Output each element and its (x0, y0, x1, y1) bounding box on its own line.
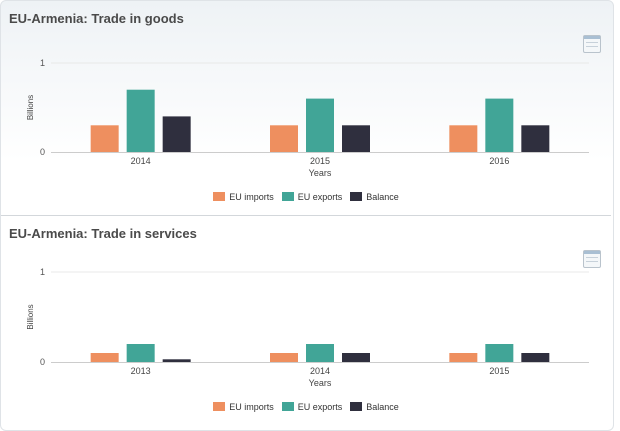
x-tick-label: 2016 (489, 156, 509, 166)
y-axis-title: Billions (26, 95, 35, 120)
legend-swatch (213, 192, 226, 201)
legend-label: EU exports (297, 402, 343, 412)
table-icon[interactable] (583, 35, 601, 53)
x-tick-label: 2014 (131, 156, 151, 166)
table-icon[interactable] (583, 250, 601, 268)
bar-eu-exports (126, 344, 155, 362)
x-tick-label: 2014 (310, 366, 330, 376)
legend-swatch (350, 402, 363, 411)
bar-eu-exports (306, 344, 334, 362)
x-tick-label: 2015 (310, 156, 330, 166)
legend-item[interactable]: EU imports (213, 192, 274, 202)
bar-balance (342, 125, 370, 152)
bar-eu-imports (270, 353, 298, 362)
bar-eu-exports (485, 344, 514, 362)
legend-swatch (281, 192, 294, 201)
legend-label: EU imports (229, 192, 274, 202)
y-axis-title: Billions (26, 304, 35, 329)
services-chart: 0 1 Billions 2013 2014 2015 Years (26, 267, 589, 388)
legend-item[interactable]: EU exports (281, 192, 343, 202)
legend-label: EU imports (229, 402, 274, 412)
x-axis-title: Years (309, 168, 332, 178)
trade-in-goods-section: EU-Armenia: Trade in goods 0 1 Billions 201… (1, 1, 611, 215)
trade-in-services-section: EU-Armenia: Trade in services 0 1 Billions… (1, 215, 611, 430)
legend-swatch (350, 192, 363, 201)
chart-legend: EU imports EU exports Balance (1, 192, 611, 202)
chart-title: EU-Armenia: Trade in goods (9, 11, 184, 26)
legend-label: Balance (366, 192, 399, 202)
y-tick-label: 1 (40, 267, 45, 277)
y-tick-label: 1 (40, 58, 45, 68)
legend-item[interactable]: EU imports (213, 402, 274, 412)
legend-item[interactable]: EU exports (281, 402, 343, 412)
bar-eu-imports (90, 125, 119, 152)
legend-item[interactable]: Balance (350, 192, 399, 202)
legend-swatch (213, 402, 226, 411)
chart-title: EU-Armenia: Trade in services (9, 226, 197, 241)
y-tick-label: 0 (40, 147, 45, 157)
bar-eu-exports (306, 98, 334, 152)
bar-balance (162, 116, 191, 152)
bar-eu-imports (270, 125, 298, 152)
x-axis-title: Years (309, 378, 332, 388)
y-tick-label: 0 (40, 357, 45, 367)
chart-legend: EU imports EU exports Balance (1, 402, 611, 412)
goods-chart: 0 1 Billions 2014 2015 2016 Years (26, 58, 589, 178)
bar-balance (521, 125, 550, 152)
bar-balance (342, 353, 370, 362)
bar-eu-imports (449, 353, 478, 362)
legend-label: EU exports (297, 192, 343, 202)
bar-eu-imports (449, 125, 478, 152)
x-tick-label: 2015 (489, 366, 509, 376)
bar-eu-exports (485, 98, 514, 152)
x-tick-label: 2013 (131, 366, 151, 376)
bar-balance (521, 353, 550, 362)
bar-eu-exports (126, 89, 155, 152)
legend-item[interactable]: Balance (350, 402, 399, 412)
legend-label: Balance (366, 402, 399, 412)
bar-balance (162, 359, 191, 362)
bar-eu-imports (90, 353, 119, 362)
legend-swatch (281, 402, 294, 411)
